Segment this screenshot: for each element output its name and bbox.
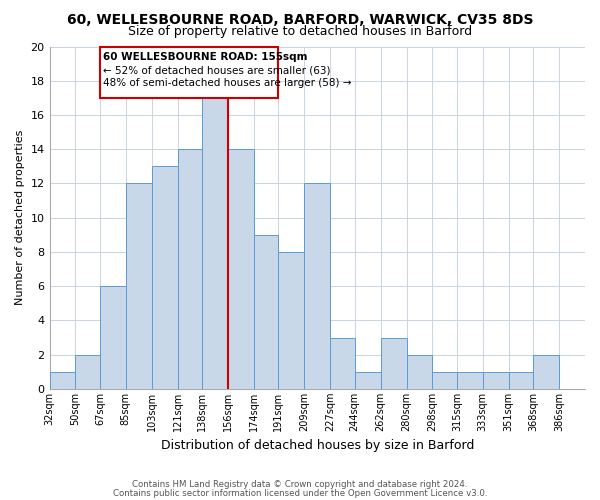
Text: ← 52% of detached houses are smaller (63): ← 52% of detached houses are smaller (63… <box>103 66 330 76</box>
Y-axis label: Number of detached properties: Number of detached properties <box>15 130 25 306</box>
Bar <box>278 252 304 389</box>
Text: Contains public sector information licensed under the Open Government Licence v3: Contains public sector information licen… <box>113 489 487 498</box>
Bar <box>457 372 483 389</box>
Bar <box>50 372 76 389</box>
Bar <box>433 372 457 389</box>
Text: 60 WELLESBOURNE ROAD: 155sqm: 60 WELLESBOURNE ROAD: 155sqm <box>103 52 307 62</box>
Bar <box>304 184 330 389</box>
Bar <box>509 372 533 389</box>
X-axis label: Distribution of detached houses by size in Barford: Distribution of detached houses by size … <box>161 440 474 452</box>
Bar <box>100 46 278 98</box>
Bar <box>380 338 407 389</box>
Text: 48% of semi-detached houses are larger (58) →: 48% of semi-detached houses are larger (… <box>103 78 351 88</box>
Bar <box>228 149 254 389</box>
Bar <box>355 372 380 389</box>
Bar <box>202 98 228 389</box>
Bar <box>126 184 152 389</box>
Bar <box>407 354 433 389</box>
Bar <box>100 286 126 389</box>
Bar <box>152 166 178 389</box>
Bar <box>330 338 355 389</box>
Bar <box>254 235 278 389</box>
Bar <box>76 354 100 389</box>
Text: Size of property relative to detached houses in Barford: Size of property relative to detached ho… <box>128 25 472 38</box>
Text: 60, WELLESBOURNE ROAD, BARFORD, WARWICK, CV35 8DS: 60, WELLESBOURNE ROAD, BARFORD, WARWICK,… <box>67 12 533 26</box>
Bar <box>178 149 202 389</box>
Text: Contains HM Land Registry data © Crown copyright and database right 2024.: Contains HM Land Registry data © Crown c… <box>132 480 468 489</box>
Bar <box>533 354 559 389</box>
Bar <box>483 372 509 389</box>
